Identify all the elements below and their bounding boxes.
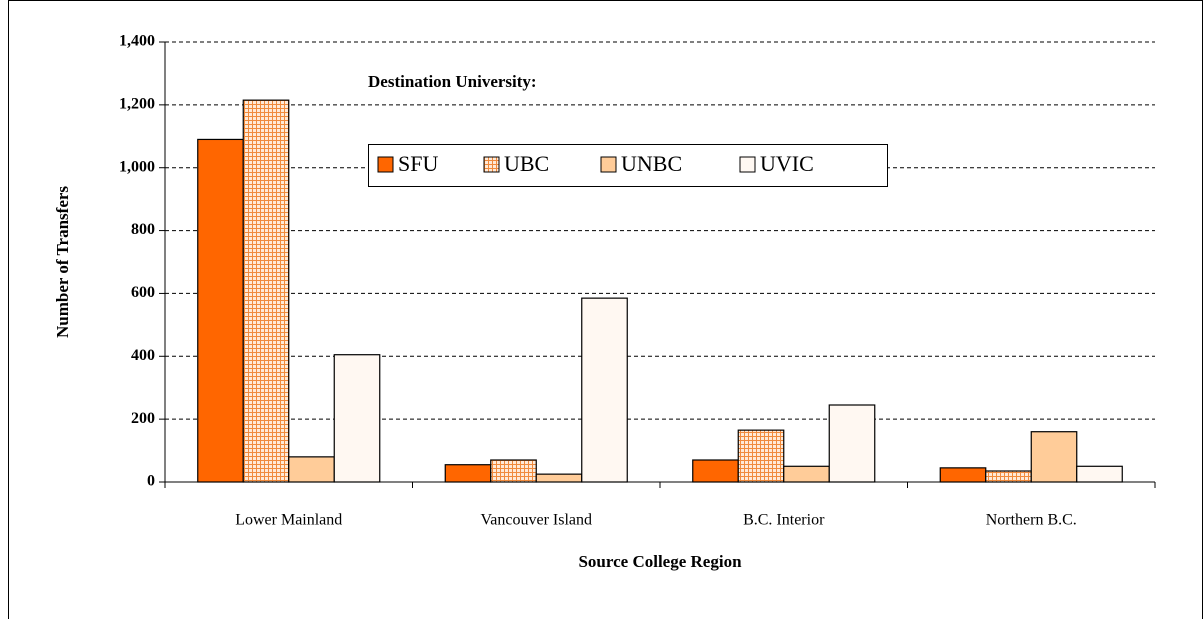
bar	[1030, 431, 1078, 483]
x-tick-label: B.C. Interior	[743, 512, 825, 529]
bar	[242, 99, 290, 483]
bar	[490, 459, 537, 483]
legend-label: UVIC	[760, 151, 814, 176]
y-tick-label: 0	[147, 473, 155, 490]
bar	[939, 467, 987, 483]
bar	[828, 404, 876, 483]
legend-label: UBC	[504, 151, 549, 176]
bar	[535, 473, 583, 483]
x-tick-label: Northern B.C.	[986, 512, 1077, 529]
legend-title: Destination University:	[368, 72, 537, 91]
legend-swatch	[739, 156, 756, 173]
bar	[692, 459, 739, 483]
bar	[333, 354, 381, 483]
legend-swatch	[377, 156, 394, 173]
bar	[444, 464, 492, 483]
legend-swatch	[483, 156, 500, 173]
y-tick-label: 1,400	[119, 33, 155, 50]
x-axis-title: Source College Region	[578, 552, 742, 571]
y-tick-label: 200	[131, 410, 155, 427]
bar	[1076, 465, 1123, 483]
bar	[288, 456, 335, 483]
bar	[985, 470, 1032, 483]
y-tick-label: 1,200	[119, 96, 155, 113]
legend-label: UNBC	[621, 151, 682, 176]
bar	[197, 138, 244, 483]
bar	[581, 297, 628, 483]
legend-swatch	[600, 156, 617, 173]
y-tick-label: 800	[131, 221, 155, 238]
y-tick-label: 400	[131, 347, 155, 364]
y-tick-label: 600	[131, 284, 155, 301]
bar	[783, 465, 830, 483]
bar	[737, 429, 785, 483]
x-tick-label: Lower Mainland	[235, 512, 342, 529]
legend-box	[368, 144, 888, 187]
y-tick-label: 1,000	[119, 158, 155, 175]
y-axis-title: Number of Transfers	[53, 186, 72, 338]
chart-frame	[8, 0, 1203, 619]
legend-label: SFU	[398, 151, 438, 176]
x-tick-label: Vancouver Island	[480, 512, 592, 529]
